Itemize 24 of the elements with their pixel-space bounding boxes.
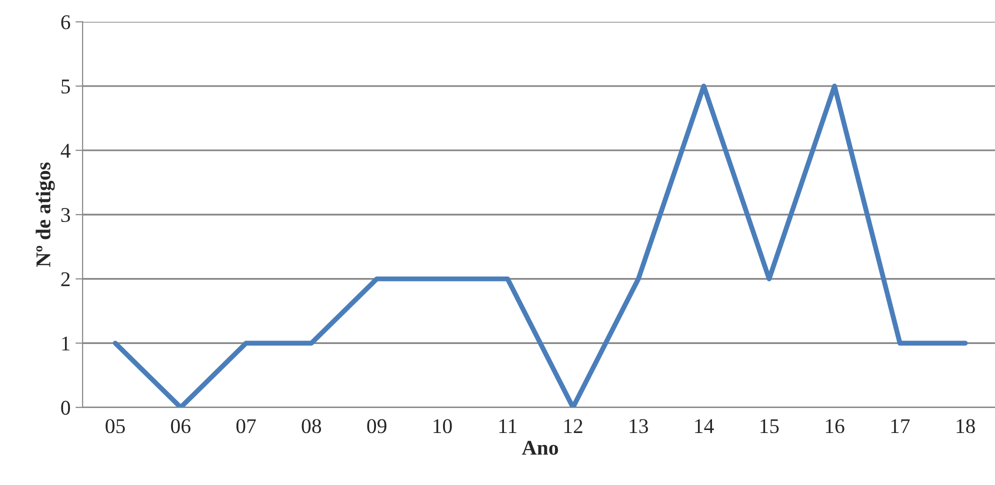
x-tick-label: 14 <box>695 419 714 433</box>
line-series <box>112 84 968 408</box>
x-tick-label: 15 <box>760 419 779 434</box>
x-tick-label: 13 <box>630 419 648 434</box>
y-tick-label: 6 <box>61 15 70 30</box>
x-tick-label: 10 <box>434 419 452 434</box>
x-tick-label: 06 <box>171 419 190 434</box>
x-axis-title: Ano <box>522 440 558 455</box>
y-tick-label: 0 <box>61 400 70 415</box>
x-tick-label: 11 <box>499 419 516 433</box>
y-tick-label: 5 <box>62 80 70 94</box>
x-tick-label: 12 <box>564 419 582 433</box>
x-tick-label: 07 <box>236 419 256 434</box>
x-tick-label: 16 <box>826 419 844 434</box>
y-tick-label: 3 <box>61 208 70 222</box>
y-axis-title: Nº de atigos <box>36 162 55 267</box>
x-tick-label: 18 <box>956 419 975 434</box>
y-tick-label: 1 <box>62 336 70 350</box>
y-tick-label: 4 <box>60 144 70 158</box>
x-tick-label: 09 <box>367 419 386 434</box>
x-tick-label: 08 <box>302 419 322 434</box>
x-tick-label: 17 <box>891 419 910 433</box>
y-tick-label: 2 <box>61 272 70 286</box>
x-tick-label: 05 <box>106 419 125 434</box>
